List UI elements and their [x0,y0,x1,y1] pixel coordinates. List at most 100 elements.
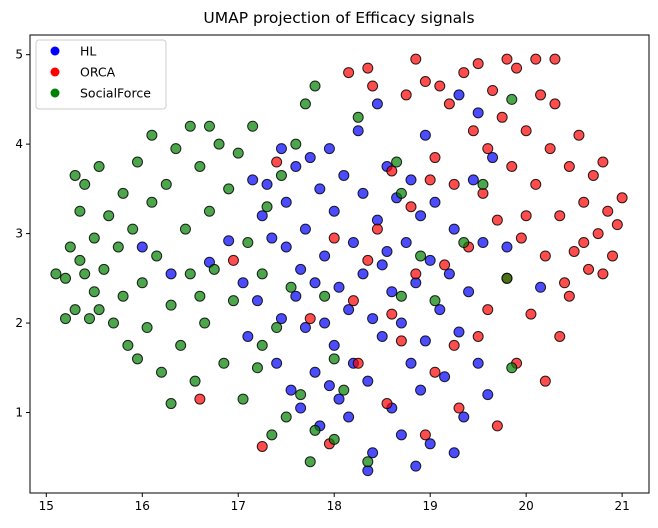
x-tick-label: 15 [39,499,54,513]
point-hl [381,245,393,257]
point-orca [563,290,575,302]
point-hl [309,366,321,378]
point-hl [434,304,446,316]
point-orca [439,259,451,271]
point-orca [511,62,523,74]
point-orca [554,210,566,222]
point-hl [295,402,307,414]
point-orca [530,178,542,190]
point-hl [415,384,427,396]
point-orca [343,67,355,79]
point-socialforce [117,290,129,302]
point-hl [458,411,470,423]
point-hl [376,259,388,271]
point-orca [419,429,431,441]
point-socialforce [362,456,374,468]
point-socialforce [395,290,407,302]
point-orca [530,53,542,65]
point-socialforce [477,178,489,190]
point-orca [472,330,484,342]
point-orca [501,53,513,65]
point-hl [357,268,369,280]
point-hl [261,178,273,190]
point-orca [539,375,551,387]
point-hl [275,313,287,325]
point-hl [314,183,326,195]
point-orca [587,169,599,181]
point-hl [419,129,431,141]
point-orca [271,156,283,168]
point-socialforce [170,143,182,155]
point-socialforce [69,169,81,181]
point-socialforce [271,322,283,334]
point-orca [578,237,590,249]
point-orca [559,277,571,289]
y-tick-label: 3 [15,227,23,241]
point-hl [266,232,278,244]
point-socialforce [458,237,470,249]
point-hl [333,393,345,405]
point-socialforce [146,129,158,141]
point-orca [525,308,537,320]
x-axis: 15 16 17 18 19 20 21 [39,493,630,513]
point-socialforce [237,393,249,405]
point-socialforce [88,286,100,298]
point-hl [501,241,513,253]
x-tick-label: 19 [423,499,438,513]
point-orca [362,254,374,266]
legend-entry-orca: ORCA [50,65,116,80]
point-socialforce [328,433,340,445]
point-hl [343,304,355,316]
point-orca [453,402,465,414]
point-hl [347,237,359,249]
point-socialforce [256,268,268,280]
point-orca [443,98,455,110]
point-socialforce [88,232,100,244]
legend-marker-socialforce [50,88,60,98]
point-socialforce [280,411,292,423]
point-hl [338,169,350,181]
legend-marker-orca [50,67,60,77]
point-hl [285,384,297,396]
point-orca [578,196,590,208]
point-orca [496,111,508,123]
point-socialforce [136,277,148,289]
point-orca [607,250,619,262]
point-socialforce [84,313,95,325]
point-socialforce [232,147,244,159]
point-orca [549,98,561,110]
point-socialforce [93,304,105,316]
point-socialforce [299,98,311,110]
y-axis: 1 2 3 4 5 [15,48,30,419]
point-socialforce [127,223,139,235]
point-orca [487,84,499,96]
point-orca [429,152,441,164]
point-socialforce [160,178,172,190]
point-orca [597,156,609,168]
legend-marker-hl [50,46,60,56]
point-orca [386,165,398,177]
point-orca [448,178,460,190]
point-orca [410,268,422,280]
y-tick-label: 4 [15,137,23,151]
point-orca [568,245,580,257]
point-socialforce [60,272,72,284]
point-hl [400,237,412,249]
point-hl [448,447,460,459]
point-socialforce [213,138,225,150]
point-orca [467,125,479,137]
x-tick-label: 18 [327,499,342,513]
point-hl [376,330,388,342]
point-orca [386,308,398,320]
point-orca [583,263,595,275]
point-hl [251,295,263,307]
point-hl [247,174,259,186]
point-socialforce [179,223,191,235]
point-orca [227,254,239,266]
point-orca [448,339,460,351]
point-orca [602,205,614,217]
point-orca [482,304,494,316]
point-socialforce [194,290,206,302]
point-hl [280,241,292,253]
